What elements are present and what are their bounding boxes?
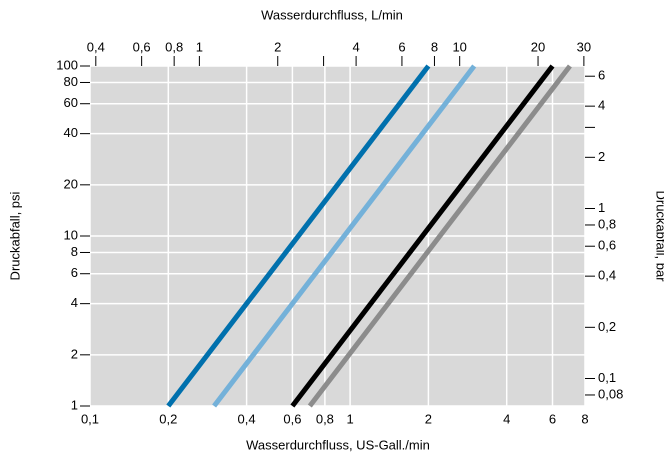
x-tick-label: 6 xyxy=(549,411,556,426)
y2-tick-label: 1 xyxy=(598,200,605,215)
x2-tick-label: 6 xyxy=(398,39,405,54)
y-tick-label: 8 xyxy=(71,244,78,259)
x-tick-label: 0,2 xyxy=(159,411,177,426)
x2-tick-label: 4 xyxy=(352,39,359,54)
x2-tick-label: 1 xyxy=(196,39,203,54)
y-tick-label: 10 xyxy=(64,227,78,242)
x-tick-label: 0,4 xyxy=(238,411,256,426)
y-tick-label: 80 xyxy=(64,74,78,89)
y2-tick-label: 6 xyxy=(598,68,605,83)
line xyxy=(166,64,431,408)
x-tick-label: 2 xyxy=(425,411,432,426)
x2-tick-label: 0,8 xyxy=(165,39,183,54)
y2-tick-label: 0,08 xyxy=(598,386,623,401)
x-tick-label: 8 xyxy=(581,411,588,426)
y-tick-label: 40 xyxy=(64,125,78,140)
y-tick-label: 100 xyxy=(56,57,78,72)
y2-tick-label: 0,6 xyxy=(598,238,616,253)
x2-tick-label: 2 xyxy=(274,39,281,54)
y2-tick-label: 2 xyxy=(598,149,605,164)
x2-tick-label: 8 xyxy=(431,39,438,54)
x2-axis-title: Wasserdurchfluss, L/min xyxy=(261,7,403,22)
y-tick-label: 60 xyxy=(64,95,78,110)
x2-tick-label: 10 xyxy=(452,39,466,54)
y-tick-label: 1 xyxy=(71,397,78,412)
y-tick-label: 6 xyxy=(71,265,78,280)
x-tick-label: 1 xyxy=(346,411,353,426)
x2-tick-label: 30 xyxy=(577,39,591,54)
x2-tick-label: 0,4 xyxy=(87,39,105,54)
y2-tick-label: 0,2 xyxy=(598,319,616,334)
line xyxy=(290,64,555,408)
x-axis-title: Wasserdurchfluss, US-Gall./min xyxy=(246,437,430,452)
x2-tick-label: 0,6 xyxy=(133,39,151,54)
x-tick-label: 0,6 xyxy=(283,411,301,426)
y2-tick-label: 0,8 xyxy=(598,216,616,231)
y2-tick-label: 0,1 xyxy=(598,370,616,385)
x-tick-label: 0,8 xyxy=(316,411,334,426)
line xyxy=(307,64,572,408)
y2-tick-label: 4 xyxy=(598,98,605,113)
y-tick-label: 4 xyxy=(71,295,78,310)
y-tick-label: 2 xyxy=(71,346,78,361)
y2-tick-label: 0,4 xyxy=(598,268,616,283)
x-tick-label: 4 xyxy=(503,411,510,426)
y2-axis-title: Druckabfall, bar xyxy=(654,190,664,282)
y-tick-label: 20 xyxy=(64,176,78,191)
x2-tick-label: 20 xyxy=(531,39,545,54)
line xyxy=(212,64,477,408)
x-tick-label: 0,1 xyxy=(81,411,99,426)
y-axis-title: Druckabfall, psi xyxy=(7,191,22,280)
